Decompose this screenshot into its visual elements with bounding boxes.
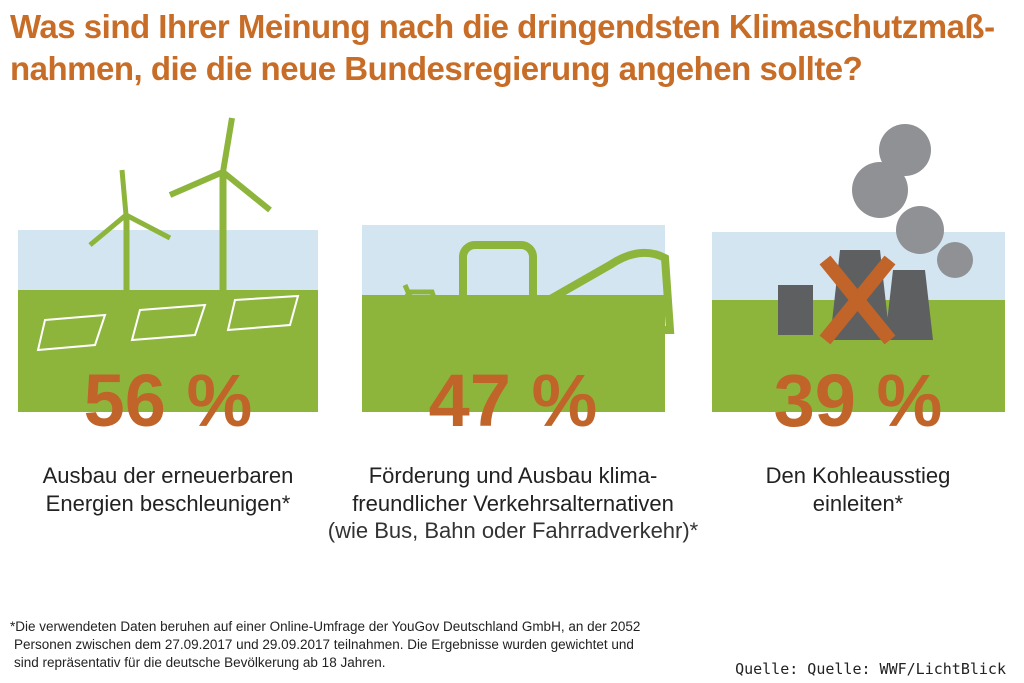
label-line: freundlicher Verkehrsalternativen xyxy=(352,491,674,516)
wind-turbines xyxy=(88,117,272,336)
percent: 56 % xyxy=(83,359,253,442)
footnote-line: *Die verwendeten Daten beruhen auf einer… xyxy=(10,619,641,634)
footnote-line: sind repräsentativ für die deutsche Bevö… xyxy=(14,655,386,670)
label-line: Energien beschleunigen* xyxy=(45,491,291,516)
smoke xyxy=(852,124,973,278)
footnote: *Die verwendeten Daten beruhen auf einer… xyxy=(10,618,640,672)
cross xyxy=(819,255,896,345)
source: Quelle: Quelle: WWF/LichtBlick xyxy=(735,660,1006,678)
label-line: einleiten* xyxy=(812,491,904,516)
note: (wie Bus, Bahn oder Fahrradverkehr)* xyxy=(327,518,699,543)
title-line: Was sind Ihrer Meinung nach die dringend… xyxy=(10,8,995,45)
ground xyxy=(362,295,665,412)
label-line: Förderung und Ausbau klima- xyxy=(368,463,658,488)
train xyxy=(536,248,675,334)
label: Förderung und Ausbau klima-freundlicher … xyxy=(323,462,703,518)
title-line: nahmen, die die neue Bundesregierung ang… xyxy=(10,50,863,87)
title: Was sind Ihrer Meinung nach die dringend… xyxy=(10,6,1020,90)
label: Den Kohleausstieg einleiten* xyxy=(668,462,1024,518)
percent: 47 % xyxy=(428,359,598,442)
label-line: Den Kohleausstieg xyxy=(765,463,951,488)
bus xyxy=(459,241,537,334)
solar-panels xyxy=(36,294,300,352)
label-line: Ausbau der erneuerbaren xyxy=(42,463,294,488)
percent: 39 % xyxy=(773,359,943,442)
label: Ausbau der erneuerbaren Energien beschleu… xyxy=(0,462,358,518)
sky xyxy=(18,230,318,290)
bicycle xyxy=(373,284,460,335)
footnote-line: Personen zwischen dem 27.09.2017 und 29.… xyxy=(14,637,634,652)
